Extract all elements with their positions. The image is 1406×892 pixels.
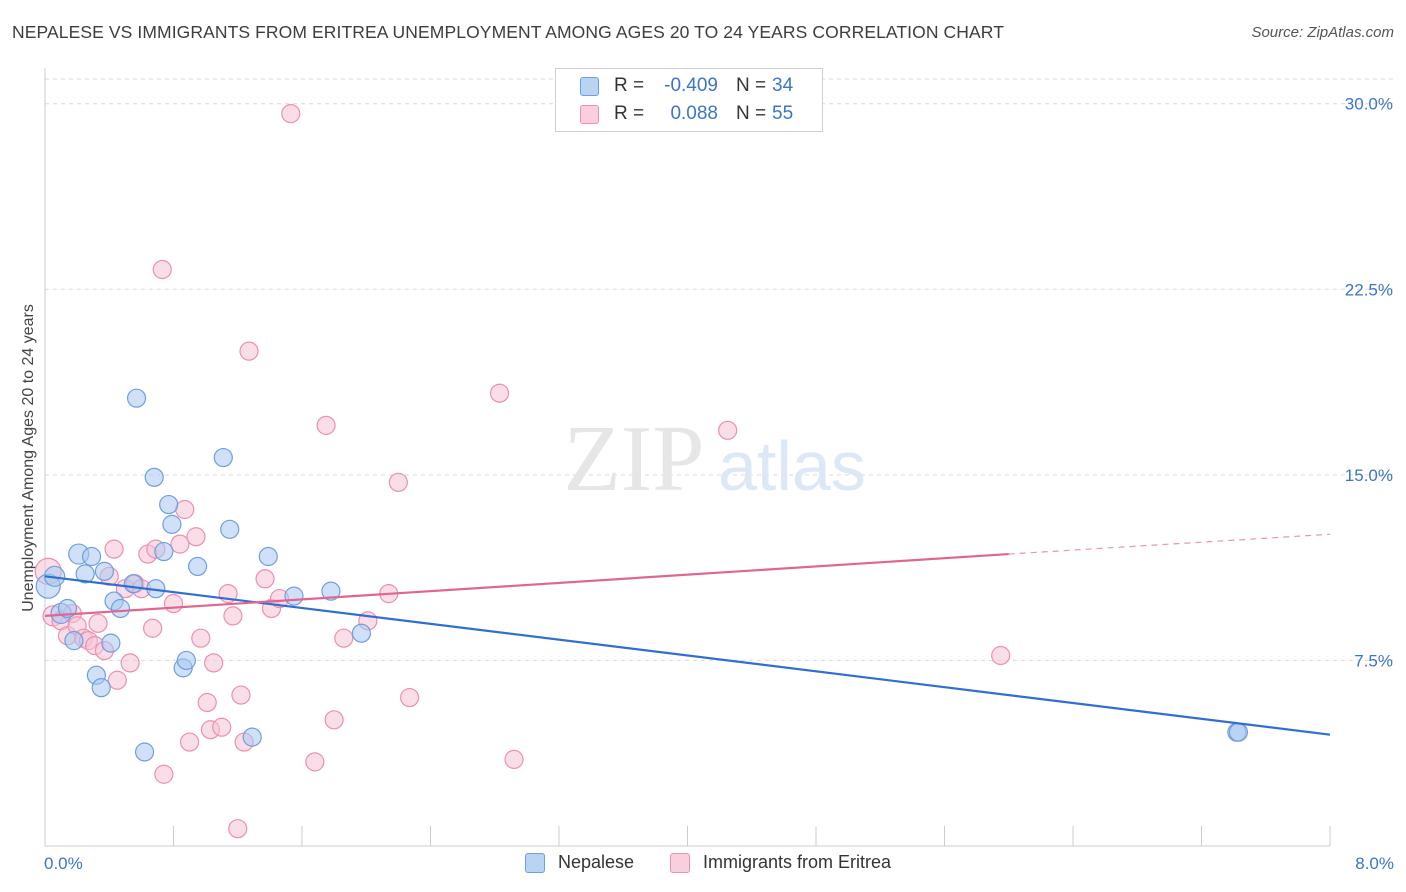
eritrea-point bbox=[154, 764, 174, 784]
eritrea-point bbox=[104, 539, 124, 559]
nepalese-point bbox=[176, 650, 196, 671]
nepalese-point bbox=[321, 581, 341, 601]
eritrea-point bbox=[305, 752, 325, 772]
nepalese-point bbox=[94, 561, 115, 581]
nepalese-point bbox=[162, 514, 182, 534]
nepalese-point bbox=[44, 565, 66, 587]
eritrea-point bbox=[231, 685, 251, 705]
r-key: R = bbox=[614, 103, 645, 124]
nepalese-points bbox=[35, 388, 1249, 762]
nepalese-point bbox=[242, 727, 262, 747]
nepalese-point bbox=[81, 546, 102, 567]
nepalese-point bbox=[144, 467, 164, 487]
x-tick-label: 8.0% bbox=[1355, 854, 1394, 873]
nepalese-point bbox=[159, 494, 179, 515]
eritrea-point bbox=[334, 628, 354, 648]
nepalese-swatch bbox=[580, 77, 599, 96]
nepalese-point bbox=[64, 631, 84, 651]
eritrea-point bbox=[489, 383, 510, 403]
y-tick-label: 22.5% bbox=[1345, 280, 1393, 299]
eritrea-point bbox=[186, 527, 206, 547]
eritrea-point bbox=[718, 420, 738, 440]
chart-title: NEPALESE VS IMMIGRANTS FROM ERITREA UNEM… bbox=[12, 22, 1005, 42]
stats-row-nepalese: R = -0.409 N = 34 bbox=[556, 72, 822, 100]
eritrea-point bbox=[991, 645, 1011, 666]
eritrea-point bbox=[324, 710, 344, 730]
nepalese-point bbox=[220, 519, 240, 539]
eritrea-point bbox=[316, 415, 336, 435]
eritrea-point bbox=[228, 819, 248, 839]
eritrea-point bbox=[197, 692, 217, 713]
eritrea-point bbox=[504, 749, 524, 770]
nepalese-point bbox=[75, 564, 95, 584]
trend-lines bbox=[44, 533, 1331, 736]
eritrea-point bbox=[191, 628, 211, 648]
watermark: ZIP atlas bbox=[564, 407, 866, 511]
eritrea-point bbox=[170, 534, 190, 554]
nepalese-trend-line bbox=[44, 575, 1331, 736]
eritrea-point bbox=[88, 613, 108, 633]
n-value: 34 bbox=[772, 75, 794, 96]
eritrea-trend-line bbox=[44, 552, 1009, 617]
series-legend: Nepalese Immigrants from Eritrea bbox=[0, 851, 1406, 879]
nepalese-point bbox=[213, 447, 233, 468]
eritrea-point bbox=[143, 618, 163, 638]
nepalese-point bbox=[57, 598, 78, 619]
legend-label: Immigrants from Eritrea bbox=[703, 852, 892, 872]
nepalese-point bbox=[1228, 722, 1249, 742]
eritrea-point bbox=[281, 104, 301, 124]
stats-legend: R = -0.409 N = 34 R = 0.088 N = 55 bbox=[555, 68, 823, 132]
nepalese-swatch bbox=[525, 853, 545, 873]
y-tick-label: 7.5% bbox=[1354, 651, 1393, 670]
eritrea-point bbox=[223, 606, 243, 626]
eritrea-point bbox=[388, 472, 408, 492]
nepalese-point bbox=[134, 742, 155, 762]
nepalese-point bbox=[154, 541, 174, 562]
watermark-zip: ZIP bbox=[564, 407, 705, 511]
y-tick-label: 30.0% bbox=[1345, 95, 1393, 114]
nepalese-point bbox=[101, 633, 121, 653]
r-value: 0.088 bbox=[670, 103, 718, 124]
watermark-atlas: atlas bbox=[718, 427, 866, 505]
legend-label: Nepalese bbox=[558, 852, 635, 872]
eritrea-point bbox=[204, 653, 224, 673]
eritrea-swatch bbox=[580, 105, 599, 124]
eritrea-point bbox=[239, 341, 259, 361]
nepalese-point bbox=[187, 556, 208, 577]
axes bbox=[44, 68, 1331, 847]
nepalese-point bbox=[351, 623, 372, 643]
nepalese-point bbox=[258, 546, 278, 567]
n-key: N = bbox=[736, 75, 767, 96]
eritrea-point bbox=[179, 732, 200, 752]
y-tick-label: 15.0% bbox=[1345, 466, 1393, 485]
nepalese-point bbox=[110, 598, 131, 619]
source-credit: Source: ZipAtlas.com bbox=[1251, 24, 1394, 41]
eritrea-point bbox=[175, 499, 195, 520]
eritrea-swatch bbox=[670, 853, 690, 873]
eritrea-point bbox=[107, 670, 127, 690]
x-tick-label: 0.0% bbox=[44, 854, 83, 873]
eritrea-trend-extension bbox=[1008, 533, 1331, 555]
eritrea-point bbox=[163, 593, 184, 614]
eritrea-point bbox=[212, 717, 232, 737]
eritrea-point bbox=[400, 687, 420, 708]
n-key: N = bbox=[736, 103, 767, 124]
nepalese-point bbox=[123, 574, 143, 594]
r-value: -0.409 bbox=[664, 75, 718, 96]
n-value: 55 bbox=[772, 103, 794, 124]
nepalese-point bbox=[91, 678, 111, 698]
r-key: R = bbox=[614, 75, 645, 96]
eritrea-point bbox=[120, 653, 140, 673]
stats-row-eritrea: R = 0.088 N = 55 bbox=[556, 100, 822, 128]
eritrea-point bbox=[152, 259, 172, 280]
nepalese-point bbox=[284, 586, 304, 606]
eritrea-point bbox=[255, 569, 275, 589]
tick-labels: 7.5% 15.0% 22.5% 30.0% 0.0% 8.0% bbox=[44, 95, 1394, 873]
nepalese-point bbox=[126, 388, 147, 408]
